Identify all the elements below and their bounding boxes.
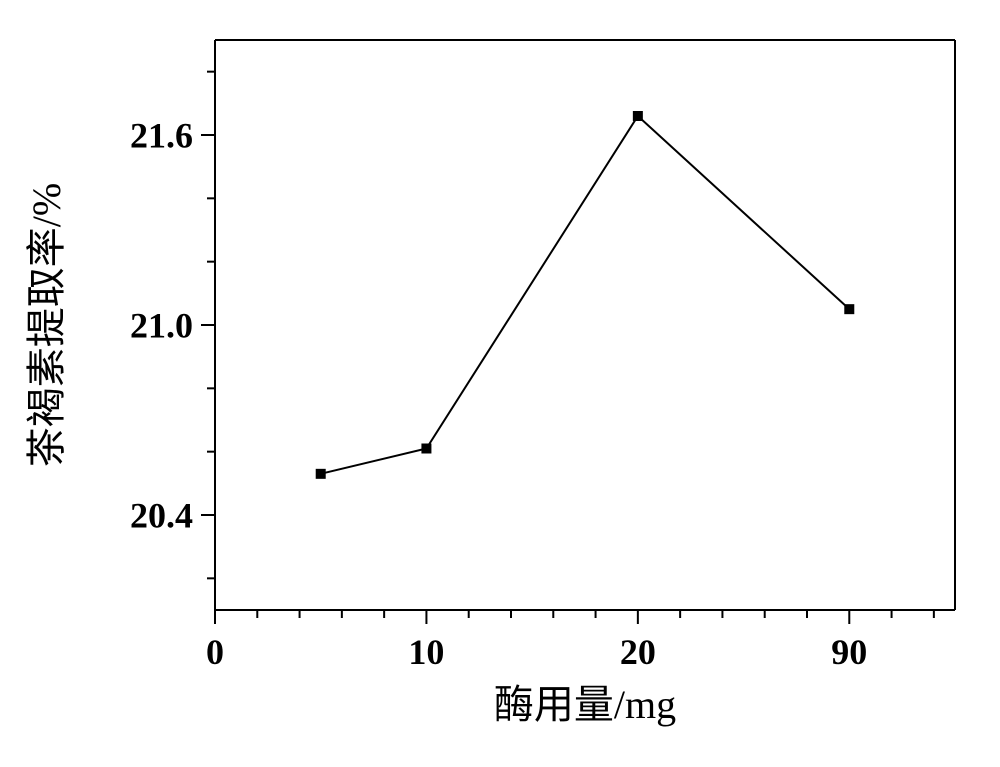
data-point-marker: [633, 111, 643, 121]
x-axis-title: 酶用量/mg: [494, 682, 676, 727]
y-axis-tick-label: 21.6: [130, 116, 193, 156]
line-chart: 0 10 20 90 20.4 21.0 21.6 酶用量/mg 茶褐素提取率/%: [0, 0, 1000, 767]
data-point-marker: [844, 304, 854, 314]
x-axis-tick-label: 20: [620, 632, 656, 672]
x-axis-tick-label: 10: [408, 632, 444, 672]
data-point-marker: [316, 469, 326, 479]
x-axis-tick-label: 0: [206, 632, 224, 672]
series-line: [321, 116, 850, 474]
y-axis-title: 茶褐素提取率/%: [24, 183, 69, 467]
y-axis-tick-label: 20.4: [130, 496, 193, 536]
data-point-marker: [421, 444, 431, 454]
x-axis-tick-label: 90: [831, 632, 867, 672]
chart-container: 0 10 20 90 20.4 21.0 21.6 酶用量/mg 茶褐素提取率/%: [0, 0, 1000, 767]
y-axis-tick-label: 21.0: [130, 306, 193, 346]
